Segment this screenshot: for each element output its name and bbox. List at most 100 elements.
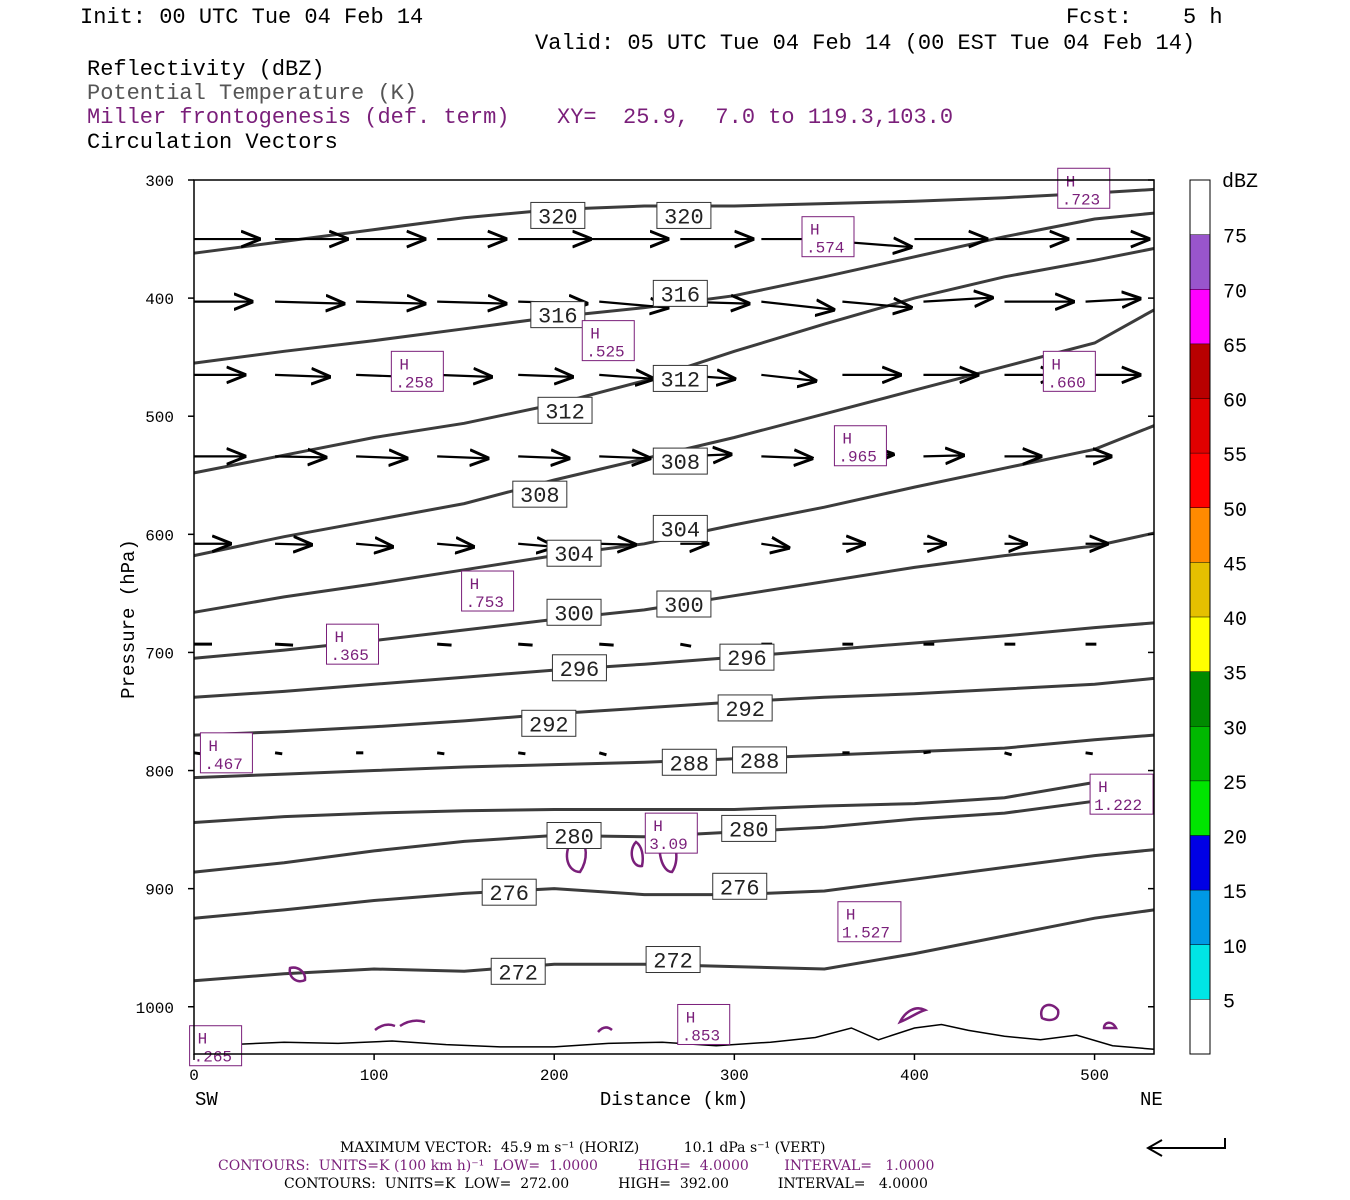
theta-label-box <box>721 814 777 842</box>
terrain-line <box>193 1023 1155 1051</box>
theta-line-284 <box>193 776 1155 824</box>
frontogenesis-max-box <box>581 320 635 362</box>
theta-label: 288 <box>670 752 710 777</box>
theta-label: 292 <box>529 713 569 738</box>
circulation-vector <box>437 302 505 304</box>
frontogenesis-max-box <box>833 425 887 467</box>
theta-label-box <box>546 822 602 849</box>
colorbar-swatch <box>1190 890 1210 945</box>
theta-label-box <box>732 746 788 774</box>
theta-label-box <box>530 201 586 229</box>
circulation-vector <box>598 751 607 757</box>
circulation-vector <box>923 298 991 302</box>
frontogenesis-max-box <box>199 732 253 774</box>
frontogenesis-max-value: 3.09 <box>649 836 687 854</box>
frontogenesis-max-value: .753 <box>466 594 504 612</box>
valid-time: Valid: 05 UTC Tue 04 Feb 14 (00 EST Tue … <box>535 31 1196 56</box>
circulation-vector <box>436 751 445 756</box>
circulation-vector <box>599 544 635 545</box>
circulation-vector <box>275 375 329 377</box>
y-tick-label: 500 <box>145 409 174 427</box>
theta-label: 300 <box>554 602 594 627</box>
fcst-label: Fcst: <box>1066 5 1133 30</box>
frontogenesis-max-value: 1.527 <box>842 925 890 943</box>
colorbar-swatch <box>1190 999 1210 1054</box>
frontogenesis-contour <box>1102 1021 1119 1030</box>
colorbar-swatch <box>1190 671 1210 727</box>
x-axis-label: Distance (km) <box>600 1089 748 1111</box>
frontogenesis-max-label: H <box>198 1031 208 1049</box>
frontogenesis-max-value: .258 <box>395 374 433 392</box>
circulation-vector <box>275 302 343 304</box>
theta-label: 296 <box>560 658 600 683</box>
colorbar-level: 75 <box>1223 227 1247 250</box>
reference-vector-head <box>1145 1139 1163 1157</box>
theta-label: 272 <box>498 961 538 986</box>
theta-label-box <box>652 447 708 475</box>
y-axis-label: Pressure (hPa) <box>118 539 140 699</box>
circulation-vector <box>275 456 325 457</box>
theta-line-296 <box>193 621 1155 699</box>
theta-label: 304 <box>554 543 594 568</box>
frontogenesis-max-value: .723 <box>1062 191 1100 209</box>
frontogenesis-max-value: .265 <box>194 1049 232 1067</box>
theta-label: 276 <box>720 876 760 901</box>
colorbar-level: 20 <box>1223 828 1247 851</box>
frontogenesis-maxima: H.723H.574H.525H.258H.660H.965H.753H.365… <box>189 167 1154 1067</box>
xy-range: XY= 25.9, 7.0 to 119.3,103.0 <box>557 105 954 130</box>
colorbar-level: 50 <box>1223 500 1247 523</box>
colorbar-swatch <box>1190 234 1210 290</box>
frontogenesis-contour <box>288 966 307 983</box>
frontogenesis-max-box <box>837 901 902 943</box>
frontogenesis-max-label: H <box>653 818 663 836</box>
frontogenesis-max-label: H <box>399 356 409 374</box>
frontogenesis-max-box <box>189 1025 243 1067</box>
circulation-vector <box>761 544 788 548</box>
theta-label-box <box>530 301 586 329</box>
field-circulation-vectors: Circulation Vectors <box>87 130 338 155</box>
frontogenesis-contour <box>374 1023 396 1031</box>
theta-label: 308 <box>520 484 560 509</box>
colorbar-units: dBZ <box>1222 171 1258 194</box>
colorbar-swatch <box>1190 617 1210 672</box>
colorbar-level: 55 <box>1223 445 1247 468</box>
fronto-contours-note: CONTOURS: UNITS=K (100 km h)⁻¹ LOW= 1.00… <box>218 1158 935 1174</box>
frontogenesis-max-label: H <box>842 431 852 449</box>
theta-label: 280 <box>729 818 769 843</box>
theta-label-box <box>712 872 768 900</box>
theta-label: 304 <box>660 518 700 543</box>
theta-label: 296 <box>727 647 767 672</box>
colorbar-swatch <box>1190 507 1210 563</box>
frontogenesis-contour <box>1039 1003 1060 1022</box>
theta-label-box <box>652 279 708 307</box>
theta-label: 308 <box>660 451 700 476</box>
x-tick-label: 100 <box>360 1067 389 1085</box>
field-frontogenesis: Miller frontogenesis (def. term) <box>87 105 510 130</box>
theta-label-box <box>717 694 773 722</box>
theta-labels: 320 320 316 316 312 312 308 308 304 304 300 300 296 2… <box>481 201 788 986</box>
colorbar-level: 15 <box>1223 882 1247 905</box>
colorbar-swatch <box>1190 180 1210 235</box>
colorbar-swatch <box>1190 398 1210 454</box>
circulation-vector <box>518 456 568 458</box>
theta-label: 312 <box>660 368 700 393</box>
theta-label-box <box>656 590 712 618</box>
theta-label: 292 <box>725 698 765 723</box>
frontogenesis-max-value: .467 <box>204 756 242 774</box>
field-potential-temperature: Potential Temperature (K) <box>87 81 418 106</box>
theta-label: 316 <box>538 305 578 330</box>
theta-label: 320 <box>538 205 578 230</box>
theta-label: 288 <box>740 750 780 775</box>
axes: 300 400 500 600 700 800 900 1000 0 100 200 300 400 50… <box>118 173 1163 1111</box>
circulation-vector <box>275 544 311 545</box>
frontogenesis-contour <box>399 1019 426 1028</box>
circulation-vector <box>356 302 424 304</box>
theta-line-276 <box>193 848 1155 920</box>
circulation-vector <box>356 544 392 547</box>
frontogenesis-max-box <box>1042 350 1096 392</box>
theta-label-box <box>537 396 593 424</box>
colorbar-level: 65 <box>1223 336 1247 359</box>
field-reflectivity: Reflectivity (dBZ) <box>87 57 325 82</box>
theta-label-box <box>719 643 775 671</box>
circulation-vector <box>274 751 283 756</box>
